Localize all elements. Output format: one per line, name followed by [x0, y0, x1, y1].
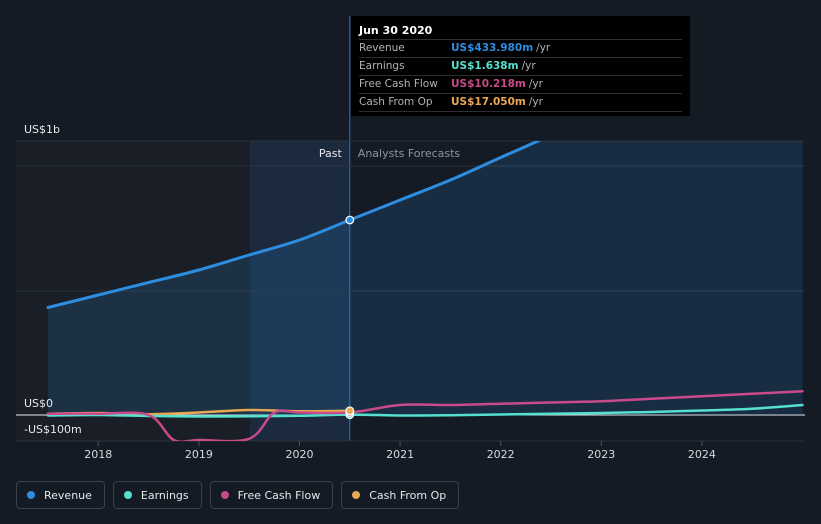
tooltip-unit: /yr	[528, 78, 543, 90]
x-tick-label: 2019	[185, 448, 213, 461]
legend-item-earnings[interactable]: Earnings	[112, 481, 202, 509]
free-cash-flow-line	[46, 390, 804, 441]
y-tick-label: US$0	[24, 397, 53, 410]
tooltip-row-earnings: Earnings US$1.638m /yr	[359, 58, 682, 76]
legend-label: Revenue	[44, 488, 92, 502]
cash-from-op-marker	[345, 406, 355, 416]
tooltip-label: Free Cash Flow	[359, 78, 438, 90]
revenue-marker	[345, 215, 355, 225]
x-tick-label: 2024	[688, 448, 716, 461]
earnings-line	[46, 403, 804, 418]
tooltip: Jun 30 2020 Revenue US$433.980m /yr Earn…	[351, 16, 690, 116]
tooltip-row-cash-from-op: Cash From Op US$17.050m /yr	[359, 94, 682, 112]
x-tick-label: 2021	[386, 448, 414, 461]
legend-dot-icon	[352, 491, 361, 499]
legend-dot-icon	[27, 491, 35, 499]
legend-label: Cash From Op	[369, 488, 447, 502]
y-tick-label: US$1b	[24, 123, 60, 136]
x-tick-label: 2023	[587, 448, 615, 461]
tooltip-label: Revenue	[359, 42, 405, 54]
y-tick-label: -US$100m	[24, 423, 82, 436]
tooltip-unit: /yr	[521, 60, 536, 72]
legend-label: Free Cash Flow	[237, 488, 321, 502]
forecast-label: Analysts Forecasts	[358, 147, 461, 160]
tooltip-value: US$433.980m	[451, 42, 534, 54]
legend-item-free-cash-flow[interactable]: Free Cash Flow	[209, 481, 334, 509]
x-tick-label: 2022	[487, 448, 515, 461]
revenue-area	[48, 141, 803, 415]
tooltip-unit: /yr	[536, 42, 551, 54]
tooltip-value: US$1.638m	[451, 60, 519, 72]
tooltip-value: US$17.050m	[451, 96, 526, 108]
tooltip-row-revenue: Revenue US$433.980m /yr	[359, 40, 682, 58]
tooltip-label: Cash From Op	[359, 96, 433, 108]
legend-item-cash-from-op[interactable]: Cash From Op	[341, 481, 460, 509]
legend: Revenue Earnings Free Cash Flow Cash Fro…	[16, 481, 460, 509]
legend-dot-icon	[220, 491, 229, 499]
tooltip-row-free-cash-flow: Free Cash Flow US$10.218m /yr	[359, 76, 682, 94]
x-tick-label: 2020	[286, 448, 314, 461]
tooltip-label: Earnings	[359, 60, 405, 72]
tooltip-unit: /yr	[528, 96, 543, 108]
past-label: Past	[319, 147, 343, 160]
legend-label: Earnings	[140, 488, 189, 502]
tooltip-value: US$10.218m	[451, 78, 526, 90]
legend-item-revenue[interactable]: Revenue	[16, 481, 105, 509]
tooltip-title: Jun 30 2020	[359, 22, 682, 40]
legend-dot-icon	[123, 491, 132, 499]
x-tick-label: 2018	[84, 448, 112, 461]
revenue-line	[46, 141, 542, 309]
